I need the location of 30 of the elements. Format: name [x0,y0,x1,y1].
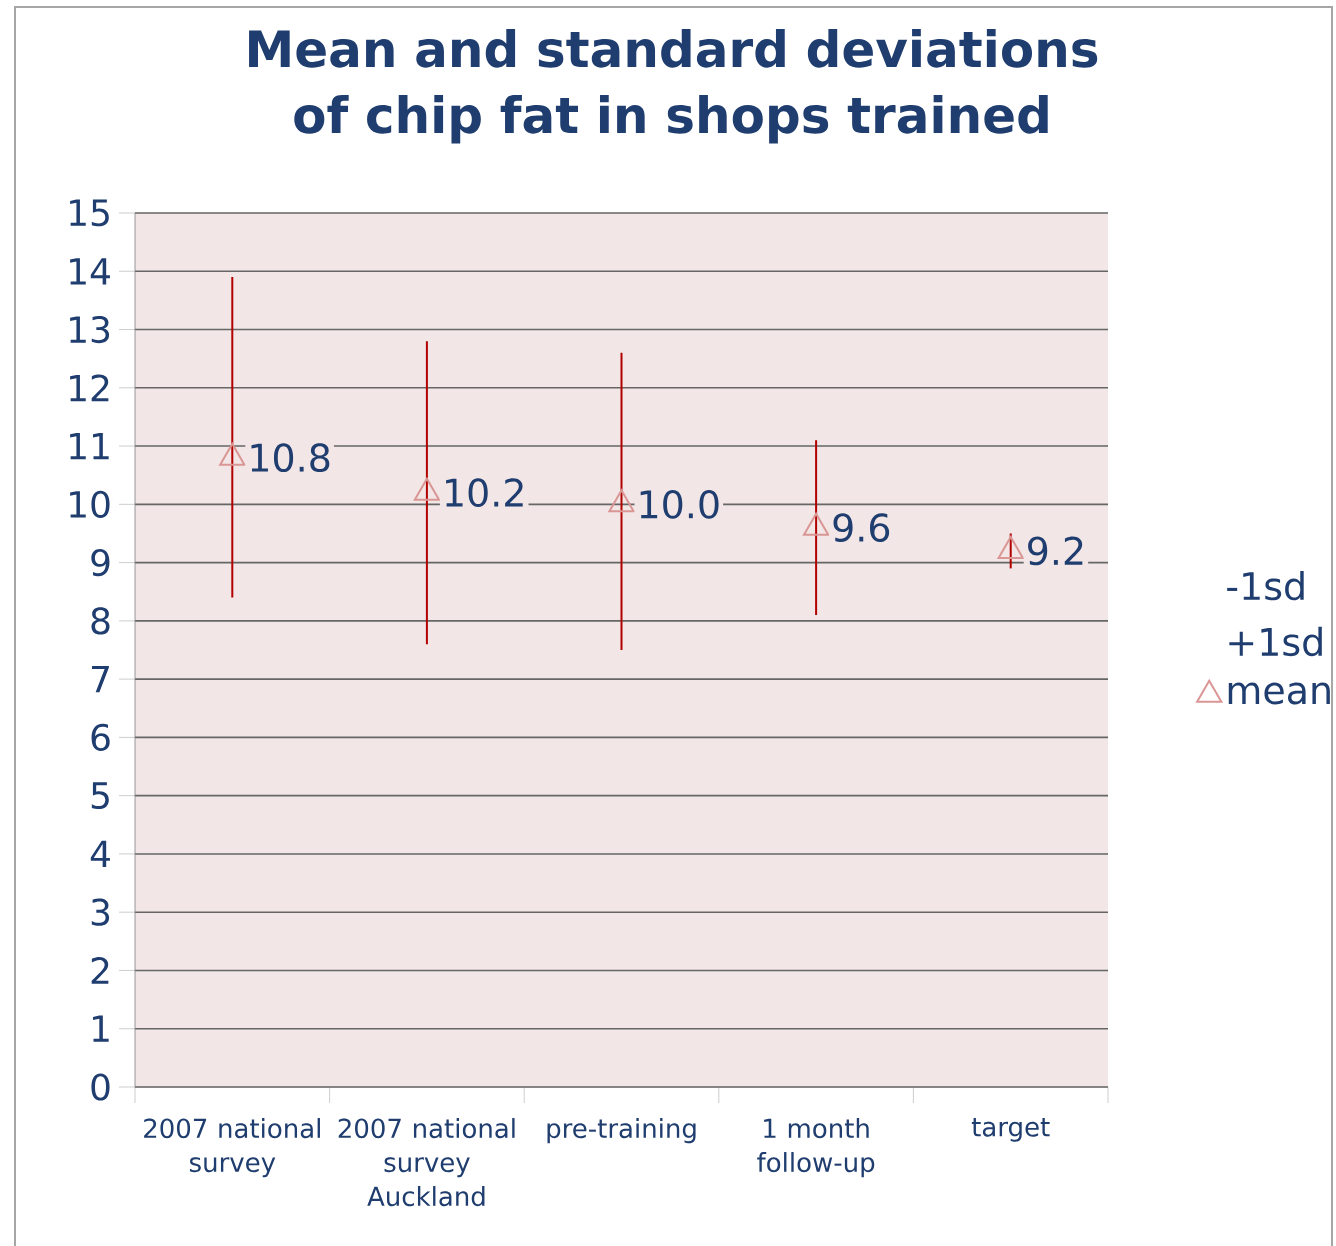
y-tick-label: 6 [91,723,110,751]
y-tick-label: 7 [92,666,109,693]
x-tick-label: 2007 national survey Auckland [338,1118,515,1207]
y-tick-label: 8 [91,607,110,635]
y-tick-label: 3 [91,898,110,926]
y-tick-label: 5 [91,782,109,810]
chart-title: Mean and standard deviations of chip fat in shops trained [249,29,1098,144]
y-tick-label: 2 [91,957,109,984]
x-tick-label: 1 month follow-up [757,1118,875,1178]
y-tick-label: 12 [70,374,109,402]
y-tick-label: 0 [91,1073,110,1101]
data-label: 10.0 [640,489,719,519]
y-tick-label: 11 [70,432,109,460]
x-tick-label: pre-training [547,1118,696,1144]
y-tick-label: 9 [91,548,110,577]
x-tick-label: 2007 national survey [144,1118,320,1178]
x-tick-label: target [971,1118,1050,1142]
data-label: 10.8 [251,443,330,473]
text: +1sd [1229,626,1322,657]
y-tick-label: 4 [90,840,110,868]
y-tick-label: 10 [70,490,110,518]
data-label: 9.2 [1028,536,1083,566]
y-tick-label: 13 [70,315,110,344]
data-label: 10.2 [446,478,523,508]
text: -1sd [1227,570,1304,601]
y-tick-label: 15 [70,199,109,227]
y-tick-label: 1 [93,1015,109,1042]
legend-label: mean [1228,682,1330,705]
y-tick-label: 14 [70,258,110,285]
data-label: 9.6 [833,513,890,542]
